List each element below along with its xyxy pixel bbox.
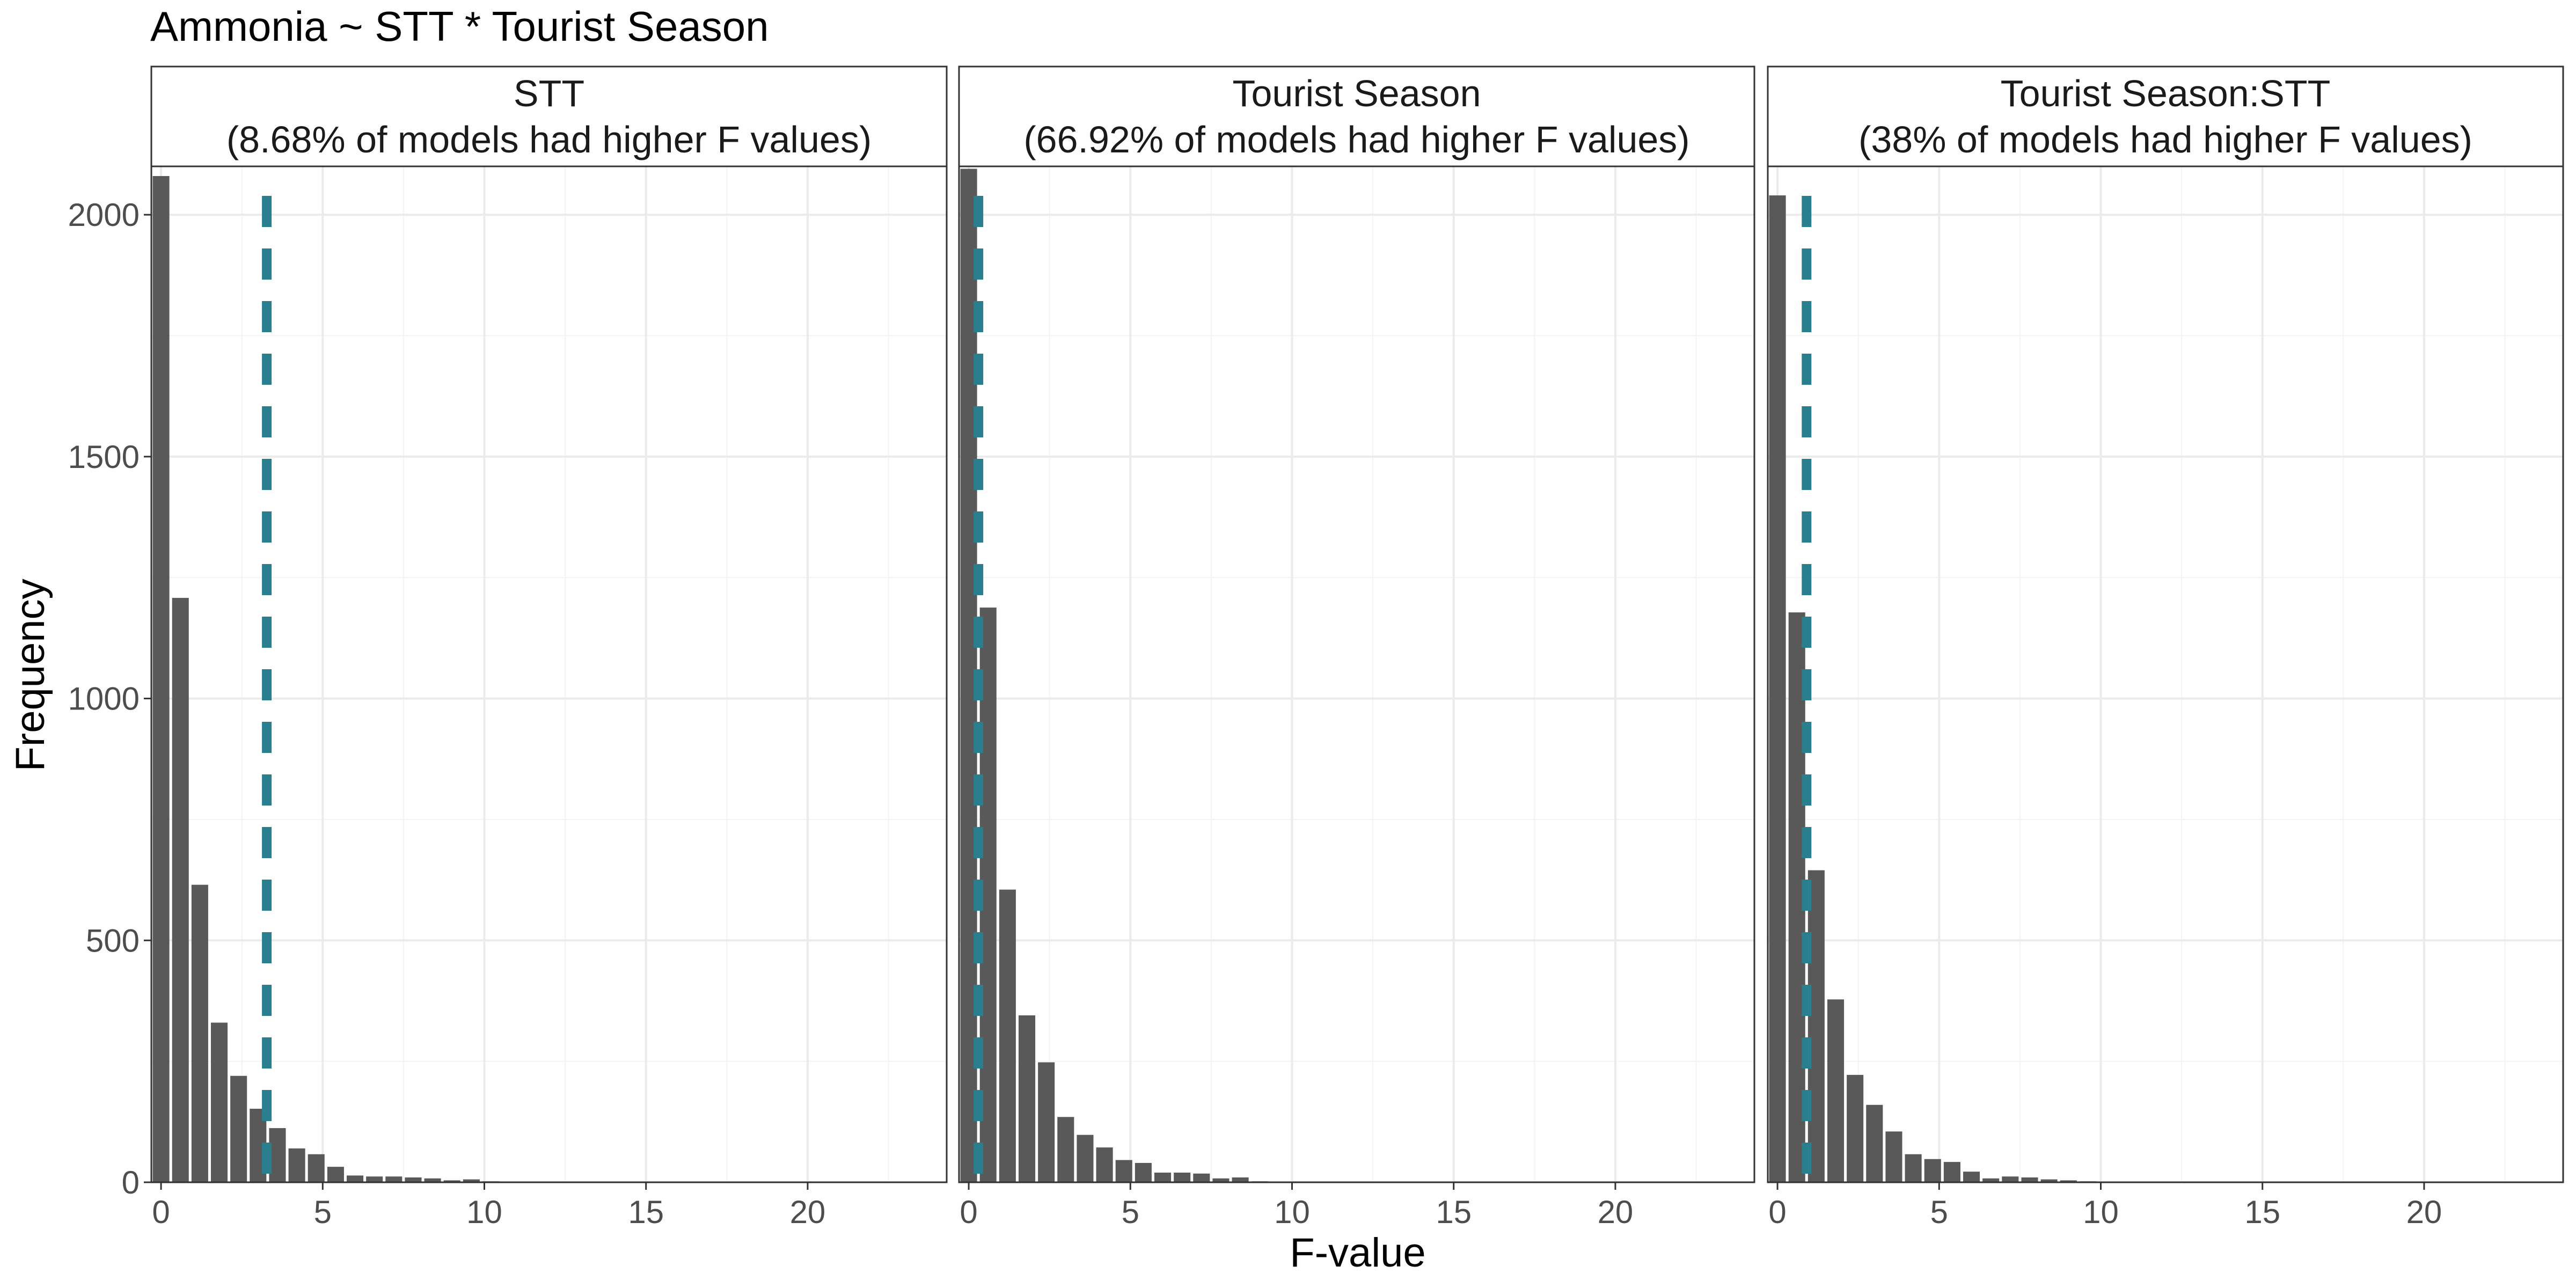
histogram-bar bbox=[1154, 1172, 1172, 1182]
chart-title: Ammonia ~ STT * Tourist Season bbox=[150, 3, 769, 50]
histogram-bar bbox=[1963, 1172, 1980, 1182]
facet-panel-3: Tourist Season:STT (38% of models had hig… bbox=[1767, 65, 2564, 1230]
y-tick-label: 0 bbox=[122, 1165, 140, 1201]
histogram-bar bbox=[346, 1175, 364, 1182]
histogram-bar bbox=[366, 1176, 383, 1182]
x-tick-label: 0 bbox=[960, 1194, 977, 1230]
histogram-bar bbox=[1193, 1173, 1210, 1182]
strip-background bbox=[150, 65, 948, 167]
x-tick-label: 5 bbox=[1930, 1194, 1948, 1230]
x-tick-label: 20 bbox=[790, 1194, 826, 1230]
panel-background bbox=[959, 166, 1754, 1182]
histogram-bar bbox=[230, 1075, 247, 1182]
histogram-bar bbox=[1212, 1178, 1230, 1182]
x-tick-label: 0 bbox=[152, 1194, 170, 1230]
strip-background bbox=[1767, 65, 2564, 167]
x-axis-label: F-value bbox=[1290, 1230, 1425, 1276]
y-tick-label: 1000 bbox=[68, 681, 140, 717]
histogram-bar bbox=[1769, 195, 1786, 1183]
histogram-bar bbox=[269, 1128, 286, 1182]
y-axis-label: Frequency bbox=[8, 579, 53, 771]
histogram-bar bbox=[1135, 1162, 1152, 1182]
histogram-bar bbox=[1038, 1062, 1055, 1182]
histogram-bar bbox=[1827, 999, 1845, 1182]
x-tick-label: 10 bbox=[2083, 1194, 2119, 1230]
histogram-bar bbox=[2002, 1176, 2019, 1182]
y-tick-label: 1500 bbox=[68, 439, 140, 475]
histogram-bar bbox=[1018, 1015, 1036, 1182]
histogram-bar bbox=[405, 1177, 422, 1182]
histogram-bar bbox=[1077, 1135, 1094, 1182]
x-tick-label: 10 bbox=[1274, 1194, 1310, 1230]
strip-label-percent: (8.68% of models had higher F values) bbox=[226, 119, 872, 160]
histogram-bar bbox=[424, 1178, 441, 1182]
histogram-bar bbox=[385, 1176, 402, 1182]
x-tick-label: 0 bbox=[1768, 1194, 1786, 1230]
x-tick-label: 20 bbox=[1598, 1194, 1634, 1230]
histogram-bar bbox=[999, 889, 1016, 1182]
histogram-bar bbox=[1885, 1131, 1902, 1182]
histogram-bar bbox=[1057, 1117, 1074, 1182]
panel-background bbox=[1768, 166, 2563, 1182]
strip-label-percent: (38% of models had higher F values) bbox=[1858, 119, 2472, 160]
histogram-bar bbox=[2021, 1177, 2038, 1182]
histogram-bar bbox=[1847, 1074, 1864, 1182]
histogram-bar bbox=[463, 1179, 480, 1182]
strip-label-term: Tourist Season bbox=[1232, 72, 1481, 114]
y-tick-label: 500 bbox=[86, 923, 140, 958]
histogram-bar bbox=[288, 1148, 305, 1182]
y-tick-label: 2000 bbox=[68, 197, 140, 233]
histogram-bar bbox=[191, 884, 208, 1182]
histogram-bar bbox=[443, 1180, 460, 1182]
histogram-bar bbox=[1115, 1160, 1132, 1182]
histogram-bar bbox=[1174, 1172, 1191, 1182]
histogram-bar bbox=[308, 1154, 325, 1182]
histogram-bar bbox=[2040, 1179, 2058, 1182]
histogram-bar bbox=[1982, 1178, 2000, 1182]
facet-panel-1: STT (8.68% of models had higher F values)… bbox=[68, 65, 948, 1230]
x-tick-label: 5 bbox=[1122, 1194, 1139, 1230]
histogram-bar bbox=[1866, 1104, 1883, 1182]
histogram-bar bbox=[327, 1167, 344, 1182]
histogram-bar bbox=[172, 598, 189, 1182]
x-tick-label: 15 bbox=[1436, 1194, 1472, 1230]
x-tick-label: 20 bbox=[2406, 1194, 2442, 1230]
histogram-bar bbox=[2060, 1180, 2077, 1182]
strip-label-term: STT bbox=[514, 72, 584, 114]
histogram-bar bbox=[210, 1022, 228, 1182]
x-tick-label: 15 bbox=[2244, 1194, 2280, 1230]
histogram-bar bbox=[152, 176, 170, 1182]
histogram-bar bbox=[1807, 870, 1825, 1182]
histogram-bar bbox=[1232, 1177, 1249, 1182]
strip-label-term: Tourist Season:STT bbox=[2001, 72, 2331, 114]
histogram-bar bbox=[1943, 1162, 1960, 1182]
histogram-bar bbox=[1924, 1159, 1941, 1182]
histogram-bar bbox=[1096, 1147, 1113, 1182]
x-tick-label: 10 bbox=[466, 1194, 502, 1230]
strip-background bbox=[958, 65, 1755, 167]
x-tick-label: 5 bbox=[314, 1194, 332, 1230]
x-tick-label: 15 bbox=[628, 1194, 664, 1230]
strip-label-percent: (66.92% of models had higher F values) bbox=[1023, 119, 1689, 160]
facet-panel-2: Tourist Season (66.92% of models had high… bbox=[958, 65, 1755, 1230]
facet-panels: STT (8.68% of models had higher F values)… bbox=[68, 65, 2564, 1230]
histogram-bar bbox=[1905, 1154, 1922, 1182]
